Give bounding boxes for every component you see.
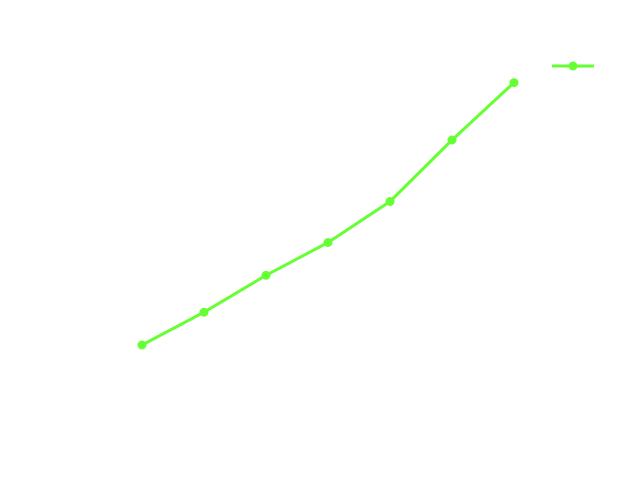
data-point xyxy=(385,197,395,206)
data-point xyxy=(447,135,457,145)
data-point xyxy=(323,238,333,247)
data-point xyxy=(137,340,147,350)
data-point xyxy=(199,307,209,317)
plot-area xyxy=(137,78,519,350)
legend xyxy=(552,61,594,71)
data-point xyxy=(509,78,519,88)
legend-marker xyxy=(568,61,578,71)
series-line xyxy=(140,81,516,347)
data-point xyxy=(261,270,271,280)
